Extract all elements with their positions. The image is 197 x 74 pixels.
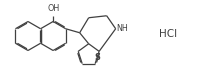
Text: NH: NH [117,24,128,33]
Text: HCl: HCl [159,29,177,39]
Text: OH: OH [48,3,60,13]
Text: S: S [94,53,100,62]
